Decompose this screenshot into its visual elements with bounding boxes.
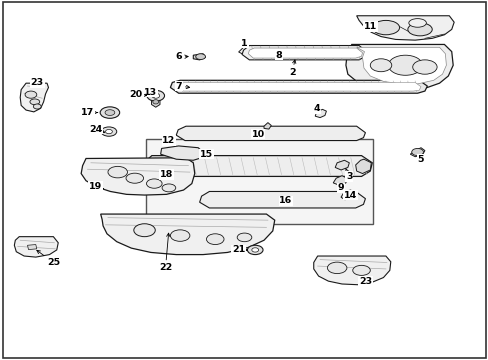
Polygon shape — [313, 256, 390, 285]
Text: 23: 23 — [358, 276, 371, 285]
Text: 5: 5 — [417, 155, 424, 164]
Ellipse shape — [146, 179, 162, 188]
Text: 18: 18 — [160, 170, 173, 179]
Ellipse shape — [30, 99, 40, 105]
Text: 10: 10 — [251, 130, 264, 139]
Ellipse shape — [126, 173, 143, 183]
Text: 7: 7 — [175, 82, 189, 91]
Polygon shape — [409, 148, 424, 157]
Ellipse shape — [206, 234, 224, 244]
Polygon shape — [356, 16, 453, 40]
Text: 11: 11 — [363, 22, 376, 31]
Polygon shape — [193, 54, 205, 60]
Text: 2: 2 — [288, 60, 295, 77]
Text: 3: 3 — [345, 168, 352, 181]
Ellipse shape — [247, 245, 263, 255]
Text: 21: 21 — [231, 246, 247, 255]
Polygon shape — [27, 244, 37, 249]
Ellipse shape — [105, 110, 115, 116]
FancyBboxPatch shape — [146, 139, 372, 224]
Polygon shape — [142, 156, 371, 176]
Polygon shape — [170, 80, 427, 93]
Polygon shape — [248, 48, 362, 58]
Text: 22: 22 — [159, 233, 172, 273]
Text: 9: 9 — [337, 183, 344, 192]
Text: 1: 1 — [241, 39, 247, 48]
Polygon shape — [199, 192, 365, 208]
Ellipse shape — [153, 100, 158, 104]
Text: 25: 25 — [37, 250, 60, 267]
Polygon shape — [151, 96, 160, 107]
Polygon shape — [14, 237, 58, 257]
Ellipse shape — [108, 166, 127, 178]
Ellipse shape — [152, 93, 159, 98]
Ellipse shape — [387, 55, 422, 75]
Ellipse shape — [237, 233, 251, 242]
Polygon shape — [20, 83, 48, 112]
Polygon shape — [315, 109, 326, 118]
Text: 17: 17 — [81, 108, 98, 117]
Ellipse shape — [147, 90, 164, 101]
Text: 23: 23 — [31, 78, 44, 87]
Ellipse shape — [101, 127, 117, 136]
Text: 12: 12 — [162, 136, 175, 145]
Ellipse shape — [170, 230, 189, 241]
Polygon shape — [345, 44, 452, 90]
Polygon shape — [238, 45, 249, 54]
Ellipse shape — [33, 104, 41, 109]
Text: 6: 6 — [175, 53, 188, 62]
Ellipse shape — [369, 59, 391, 72]
Polygon shape — [334, 160, 348, 170]
Ellipse shape — [105, 130, 112, 134]
Ellipse shape — [408, 19, 426, 27]
Ellipse shape — [352, 265, 369, 275]
Text: 14: 14 — [344, 190, 357, 199]
Polygon shape — [177, 82, 420, 91]
Text: 15: 15 — [200, 150, 213, 159]
Polygon shape — [160, 146, 203, 160]
Text: 24: 24 — [89, 125, 104, 134]
Ellipse shape — [251, 248, 258, 252]
Polygon shape — [355, 159, 370, 174]
Polygon shape — [340, 190, 353, 200]
Ellipse shape — [195, 54, 205, 59]
Polygon shape — [101, 214, 274, 255]
Text: 19: 19 — [89, 182, 103, 191]
Text: 4: 4 — [313, 104, 319, 113]
Ellipse shape — [25, 91, 37, 98]
Ellipse shape — [134, 224, 155, 237]
Ellipse shape — [411, 148, 423, 156]
Polygon shape — [242, 45, 366, 60]
Text: 16: 16 — [279, 196, 292, 205]
Polygon shape — [272, 53, 284, 59]
Polygon shape — [332, 176, 346, 185]
Text: 20: 20 — [129, 90, 146, 99]
Ellipse shape — [162, 184, 175, 192]
Polygon shape — [356, 47, 446, 84]
Ellipse shape — [407, 23, 431, 36]
Text: 8: 8 — [275, 51, 282, 60]
Ellipse shape — [100, 107, 120, 118]
Ellipse shape — [412, 60, 436, 74]
Polygon shape — [176, 126, 365, 140]
Ellipse shape — [327, 262, 346, 274]
Ellipse shape — [371, 21, 399, 35]
Polygon shape — [81, 158, 194, 195]
Text: 13: 13 — [144, 87, 157, 98]
Polygon shape — [264, 123, 271, 129]
